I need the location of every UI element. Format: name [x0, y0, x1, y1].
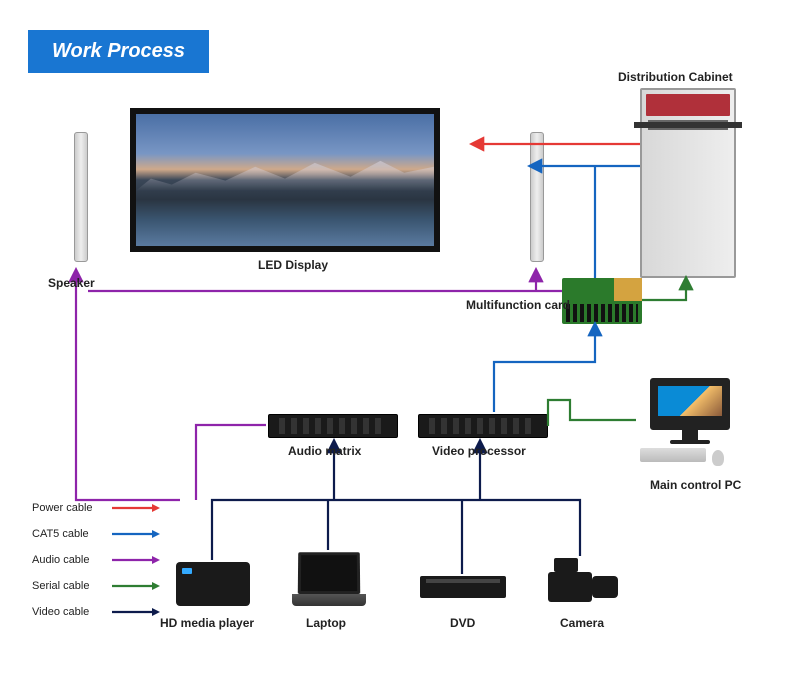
- laptop: [292, 552, 366, 608]
- label-led: LED Display: [258, 258, 328, 272]
- led-display: [130, 108, 440, 252]
- legend-power-cable: Power cable: [32, 502, 162, 514]
- label-cabinet: Distribution Cabinet: [618, 70, 733, 84]
- main-control-pc: [640, 378, 740, 448]
- legend-cat5-cable: CAT5 cable: [32, 528, 162, 540]
- label-card: Multifunction card: [466, 298, 570, 312]
- label-dvd: DVD: [450, 616, 475, 630]
- title-bar: Work Process: [28, 30, 209, 73]
- multifunction-card: [562, 278, 642, 324]
- audio-matrix: [268, 414, 398, 438]
- camera: [548, 558, 618, 604]
- speaker-left: [74, 132, 88, 262]
- distribution-cabinet: [640, 88, 736, 278]
- legend-serial-cable: Serial cable: [32, 580, 162, 592]
- label-pc: Main control PC: [650, 478, 741, 492]
- hd-media-player: [176, 562, 250, 606]
- speaker-right: [530, 132, 544, 262]
- label-camera: Camera: [560, 616, 604, 630]
- label-video: Video processor: [432, 444, 526, 458]
- video-processor: [418, 414, 548, 438]
- label-audio: Audio matrix: [288, 444, 361, 458]
- label-laptop: Laptop: [306, 616, 346, 630]
- dvd-player: [420, 576, 506, 598]
- label-media: HD media player: [160, 616, 254, 630]
- legend-audio-cable: Audio cable: [32, 554, 162, 566]
- legend-video-cable: Video cable: [32, 606, 162, 618]
- label-speaker: Speaker: [48, 276, 95, 290]
- work-process-diagram: Work Process: [0, 0, 800, 694]
